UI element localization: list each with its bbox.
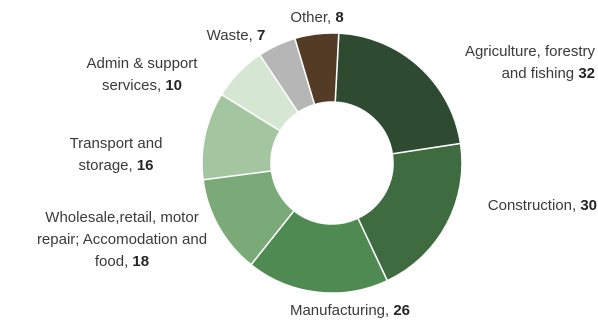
data-label-text: Agriculture, forestry	[465, 43, 596, 60]
data-label-2: Construction, 30	[488, 197, 597, 214]
donut-slices	[201, 32, 463, 294]
data-label-8: Other, 8	[290, 9, 343, 26]
donut-slice-8	[293, 32, 340, 106]
donut-slice-3	[250, 209, 389, 294]
data-label-4: Wholesale,retail, motor repair; Accomodat…	[37, 209, 207, 270]
data-label-5: Transport and storage, 16	[70, 135, 163, 174]
data-label-value: 16	[137, 157, 154, 174]
data-label-1: Agriculture, forestry and fishing 32	[465, 43, 596, 82]
data-label-text: Wholesale,retail, motor	[45, 209, 198, 226]
data-label-value: 30	[580, 197, 597, 214]
data-labels: Agriculture, forestry and fishing 32 Const…	[37, 9, 597, 319]
data-label-text: Waste,	[207, 27, 257, 44]
data-label-value: 10	[165, 77, 182, 94]
data-label-text: Manufacturing,	[290, 302, 393, 319]
data-label-6: Admin & support services, 10	[87, 55, 199, 94]
data-label-text: food,	[95, 253, 133, 270]
data-label-3: Manufacturing, 26	[290, 302, 410, 319]
donut-slice-2	[356, 142, 463, 282]
donut-slice-1	[334, 32, 462, 155]
data-label-text: Admin & support	[87, 55, 199, 72]
data-label-value: 26	[393, 302, 410, 319]
data-label-text: and fishing	[502, 65, 579, 82]
data-label-text: services,	[102, 77, 165, 94]
data-label-value: 18	[132, 253, 149, 270]
data-label-text: Construction,	[488, 197, 581, 214]
data-label-text: repair; Accomodation and	[37, 231, 207, 248]
data-label-7: Waste, 7	[207, 27, 266, 44]
data-label-value: 7	[257, 27, 265, 44]
data-label-text: storage,	[78, 157, 136, 174]
data-label-text: Transport and	[70, 135, 163, 152]
data-label-value: 8	[335, 9, 343, 26]
data-label-value: 32	[578, 65, 595, 82]
data-label-text: Other,	[290, 9, 335, 26]
